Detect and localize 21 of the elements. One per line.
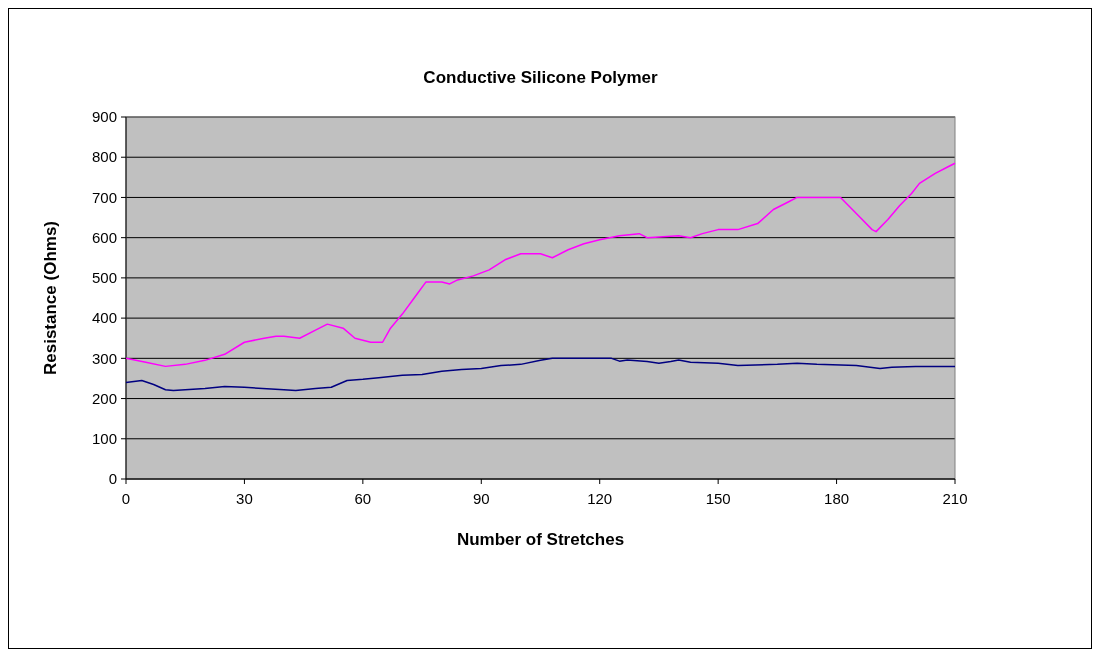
x-tick-label: 180: [824, 490, 850, 507]
y-tick-label: 600: [91, 228, 117, 246]
y-tick-label: 500: [91, 269, 117, 287]
x-tick-label: 120: [587, 490, 613, 507]
y-tick-label: 400: [91, 309, 117, 327]
y-tick-label: 0: [108, 470, 117, 488]
y-tick-label: 900: [91, 108, 117, 126]
x-tick-label: 0: [121, 490, 131, 507]
y-tick-label: 300: [91, 349, 117, 367]
x-axis-title: Number of Stretches: [456, 530, 625, 549]
y-tick-label: 200: [91, 389, 117, 407]
x-tick-label: 30: [236, 490, 253, 507]
x-tick-label: 60: [354, 490, 372, 507]
y-tick-label: 700: [91, 188, 117, 206]
y-tick-label: 100: [91, 430, 117, 448]
x-tick-label: 90: [472, 490, 490, 507]
y-tick-label: 800: [91, 148, 117, 166]
x-tick-label: 150: [705, 490, 731, 507]
y-axis-title: Resistance (Ohms): [41, 221, 60, 375]
chart-title: Conductive Silicone Polymer: [423, 68, 659, 87]
x-tick-label: 210: [942, 490, 968, 507]
